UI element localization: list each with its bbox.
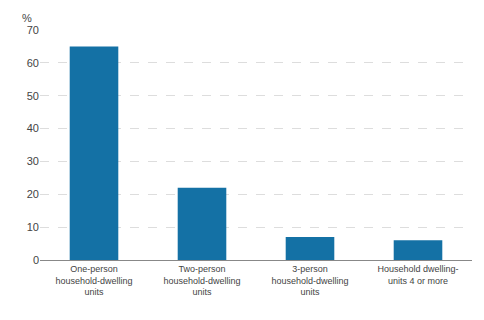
svg-text:60: 60 bbox=[27, 57, 39, 69]
svg-text:70: 70 bbox=[27, 24, 39, 36]
svg-text:50: 50 bbox=[27, 90, 39, 102]
svg-text:20: 20 bbox=[27, 188, 39, 200]
svg-text:Household dwelling-units 4 or: Household dwelling-units 4 or more bbox=[377, 264, 458, 286]
svg-text:3-personhousehold-dwellingunit: 3-personhousehold-dwellingunits bbox=[271, 264, 348, 297]
svg-text:40: 40 bbox=[27, 122, 39, 134]
svg-text:30: 30 bbox=[27, 155, 39, 167]
svg-text:%: % bbox=[22, 12, 32, 24]
svg-text:0: 0 bbox=[33, 254, 39, 266]
svg-text:Two-personhousehold-dwellingun: Two-personhousehold-dwellingunits bbox=[163, 264, 240, 297]
svg-text:10: 10 bbox=[27, 221, 39, 233]
svg-text:One-personhousehold-dwellingun: One-personhousehold-dwellingunits bbox=[55, 264, 132, 297]
